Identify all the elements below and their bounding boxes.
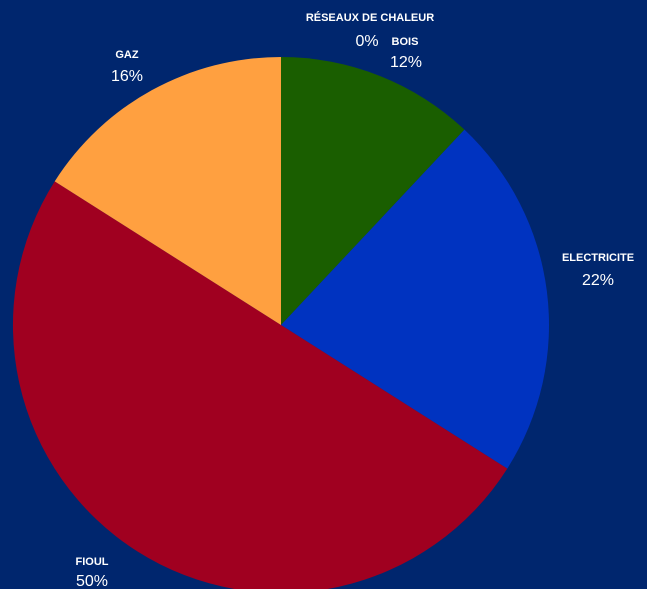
pie-slice (281, 129, 549, 469)
slice-label: RÉSEAUX DE CHALEUR (306, 11, 434, 24)
slice-label: ELECTRICITE (562, 252, 634, 264)
slice-value: 22% (582, 272, 614, 289)
pie-slice (54, 57, 281, 325)
slice-value: 50% (76, 573, 108, 589)
slice-label: FIOUL (76, 556, 109, 568)
pie-slice (13, 181, 508, 589)
slice-label: GAZ (115, 49, 139, 61)
slice-value: 16% (111, 68, 143, 85)
pie-slice (281, 57, 465, 325)
slice-label: BOIS (392, 36, 419, 48)
slice-value: 0% (355, 33, 378, 50)
slice-value: 12% (390, 54, 422, 71)
